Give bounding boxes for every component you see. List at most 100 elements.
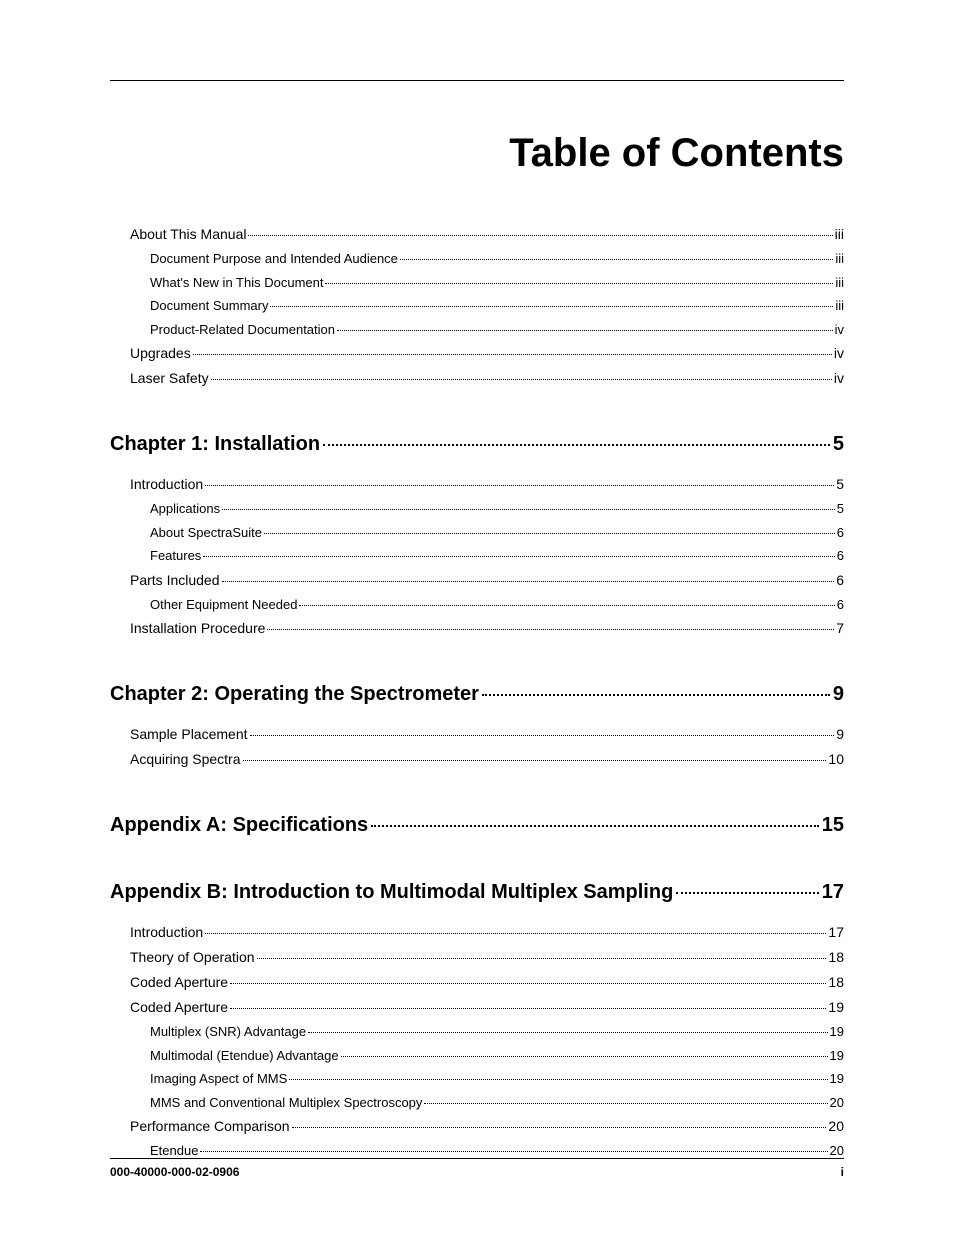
leader-dots bbox=[371, 825, 819, 827]
toc-entry-page: 20 bbox=[830, 1093, 844, 1113]
leader-dots bbox=[400, 259, 833, 260]
toc-entry-label: Imaging Aspect of MMS bbox=[150, 1069, 287, 1089]
leader-dots bbox=[299, 605, 834, 606]
leader-dots bbox=[211, 379, 832, 380]
toc-entry-label: Upgrades bbox=[130, 343, 191, 364]
toc-entry-label: Features bbox=[150, 546, 201, 566]
toc-entry-page: 6 bbox=[837, 595, 844, 615]
leader-dots bbox=[203, 556, 834, 557]
toc-entry[interactable]: About SpectraSuite 6 bbox=[110, 523, 844, 543]
toc-entry-label: Theory of Operation bbox=[130, 947, 255, 968]
toc-entry-page: iii bbox=[835, 224, 844, 245]
toc-entry-page: 19 bbox=[830, 1046, 844, 1066]
header-rule bbox=[110, 80, 844, 81]
toc-entry-page: iv bbox=[834, 368, 844, 389]
leader-dots bbox=[289, 1079, 827, 1080]
toc-entry-label: About This Manual bbox=[130, 224, 246, 245]
chapter-label: Appendix A: Specifications bbox=[110, 814, 368, 837]
toc-entry[interactable]: Acquiring Spectra 10 bbox=[110, 749, 844, 770]
leader-dots bbox=[243, 760, 827, 761]
leader-dots bbox=[248, 235, 832, 236]
chapter-heading[interactable]: Chapter 1: Installation5 bbox=[110, 433, 844, 456]
chapter-label: Chapter 1: Installation bbox=[110, 433, 320, 456]
leader-dots bbox=[264, 533, 835, 534]
toc-entry-label: Coded Aperture bbox=[130, 997, 228, 1018]
toc-entry-label: Acquiring Spectra bbox=[130, 749, 241, 770]
toc-entry-label: Parts Included bbox=[130, 570, 220, 591]
toc-entry[interactable]: Document Purpose and Intended Audience i… bbox=[110, 249, 844, 269]
chapter-label: Appendix B: Introduction to Multimodal M… bbox=[110, 881, 673, 904]
toc-entry[interactable]: Theory of Operation 18 bbox=[110, 947, 844, 968]
toc-entry-label: Other Equipment Needed bbox=[150, 595, 297, 615]
toc-entry[interactable]: Laser Safety iv bbox=[110, 368, 844, 389]
toc-entry-label: MMS and Conventional Multiplex Spectrosc… bbox=[150, 1093, 422, 1113]
toc-entry-label: Performance Comparison bbox=[130, 1116, 290, 1137]
toc-entry[interactable]: Installation Procedure 7 bbox=[110, 618, 844, 639]
chapter-page: 9 bbox=[833, 683, 844, 706]
chapter-heading[interactable]: Appendix B: Introduction to Multimodal M… bbox=[110, 881, 844, 904]
toc-entry-page: 6 bbox=[837, 523, 844, 543]
leader-dots bbox=[323, 444, 830, 446]
toc-entry-label: Multimodal (Etendue) Advantage bbox=[150, 1046, 339, 1066]
toc-entry-page: 18 bbox=[828, 947, 844, 968]
chapter-label: Chapter 2: Operating the Spectrometer bbox=[110, 683, 479, 706]
toc-entry-label: Introduction bbox=[130, 474, 203, 495]
toc-entry[interactable]: Document Summary iii bbox=[110, 296, 844, 316]
toc-entry[interactable]: Imaging Aspect of MMS 19 bbox=[110, 1069, 844, 1089]
toc-entry[interactable]: MMS and Conventional Multiplex Spectrosc… bbox=[110, 1093, 844, 1113]
toc-entry[interactable]: What's New in This Document iii bbox=[110, 273, 844, 293]
toc-entry-label: Installation Procedure bbox=[130, 618, 265, 639]
toc-entry-page: 7 bbox=[836, 618, 844, 639]
toc-entry[interactable]: Features 6 bbox=[110, 546, 844, 566]
toc-entry[interactable]: Multimodal (Etendue) Advantage 19 bbox=[110, 1046, 844, 1066]
leader-dots bbox=[230, 983, 826, 984]
toc-entry-label: Introduction bbox=[130, 922, 203, 943]
toc-entry[interactable]: Upgrades iv bbox=[110, 343, 844, 364]
chapter-heading[interactable]: Chapter 2: Operating the Spectrometer 9 bbox=[110, 683, 844, 706]
toc-entry-page: 6 bbox=[836, 570, 844, 591]
leader-dots bbox=[230, 1008, 826, 1009]
leader-dots bbox=[205, 933, 826, 934]
toc-entry-page: 20 bbox=[828, 1116, 844, 1137]
toc-entry-label: Coded Aperture bbox=[130, 972, 228, 993]
leader-dots bbox=[257, 958, 827, 959]
leader-dots bbox=[200, 1151, 827, 1152]
footer-pagenum: i bbox=[841, 1165, 844, 1179]
chapter-page: 17 bbox=[822, 881, 844, 904]
toc-entry-label: What's New in This Document bbox=[150, 273, 323, 293]
leader-dots bbox=[308, 1032, 827, 1033]
toc-entry[interactable]: Introduction 17 bbox=[110, 922, 844, 943]
toc-entry-label: Document Purpose and Intended Audience bbox=[150, 249, 398, 269]
toc-entry[interactable]: Sample Placement 9 bbox=[110, 724, 844, 745]
leader-dots bbox=[222, 509, 835, 510]
toc-entry[interactable]: Other Equipment Needed 6 bbox=[110, 595, 844, 615]
leader-dots bbox=[482, 694, 830, 696]
chapter-heading[interactable]: Appendix A: Specifications15 bbox=[110, 814, 844, 837]
toc-section: About This Manual iii Document Purpose an… bbox=[110, 224, 844, 389]
toc-entry-page: 17 bbox=[828, 922, 844, 943]
toc-section: Appendix B: Introduction to Multimodal M… bbox=[110, 881, 844, 1161]
toc-entry[interactable]: Introduction 5 bbox=[110, 474, 844, 495]
toc-entry-label: Multiplex (SNR) Advantage bbox=[150, 1022, 306, 1042]
toc-entry-page: iv bbox=[834, 343, 844, 364]
leader-dots bbox=[250, 735, 835, 736]
toc-entry-label: Product-Related Documentation bbox=[150, 320, 335, 340]
toc-entry[interactable]: Multiplex (SNR) Advantage 19 bbox=[110, 1022, 844, 1042]
page-title: Table of Contents bbox=[110, 131, 844, 176]
toc-entry[interactable]: Coded Aperture 18 bbox=[110, 972, 844, 993]
leader-dots bbox=[337, 330, 833, 331]
toc-entry[interactable]: Coded Aperture 19 bbox=[110, 997, 844, 1018]
footer-docnum: 000-40000-000-02-0906 bbox=[110, 1165, 239, 1179]
toc-entry-page: 19 bbox=[830, 1069, 844, 1089]
toc-entry-page: 19 bbox=[828, 997, 844, 1018]
leader-dots bbox=[193, 354, 832, 355]
toc-entry[interactable]: About This Manual iii bbox=[110, 224, 844, 245]
toc-entry[interactable]: Applications 5 bbox=[110, 499, 844, 519]
toc-entry[interactable]: Parts Included 6 bbox=[110, 570, 844, 591]
leader-dots bbox=[424, 1103, 827, 1104]
toc-entry[interactable]: Performance Comparison 20 bbox=[110, 1116, 844, 1137]
leader-dots bbox=[270, 306, 833, 307]
toc-entry-page: 18 bbox=[828, 972, 844, 993]
toc-entry[interactable]: Product-Related Documentation iv bbox=[110, 320, 844, 340]
toc-entry-label: Applications bbox=[150, 499, 220, 519]
